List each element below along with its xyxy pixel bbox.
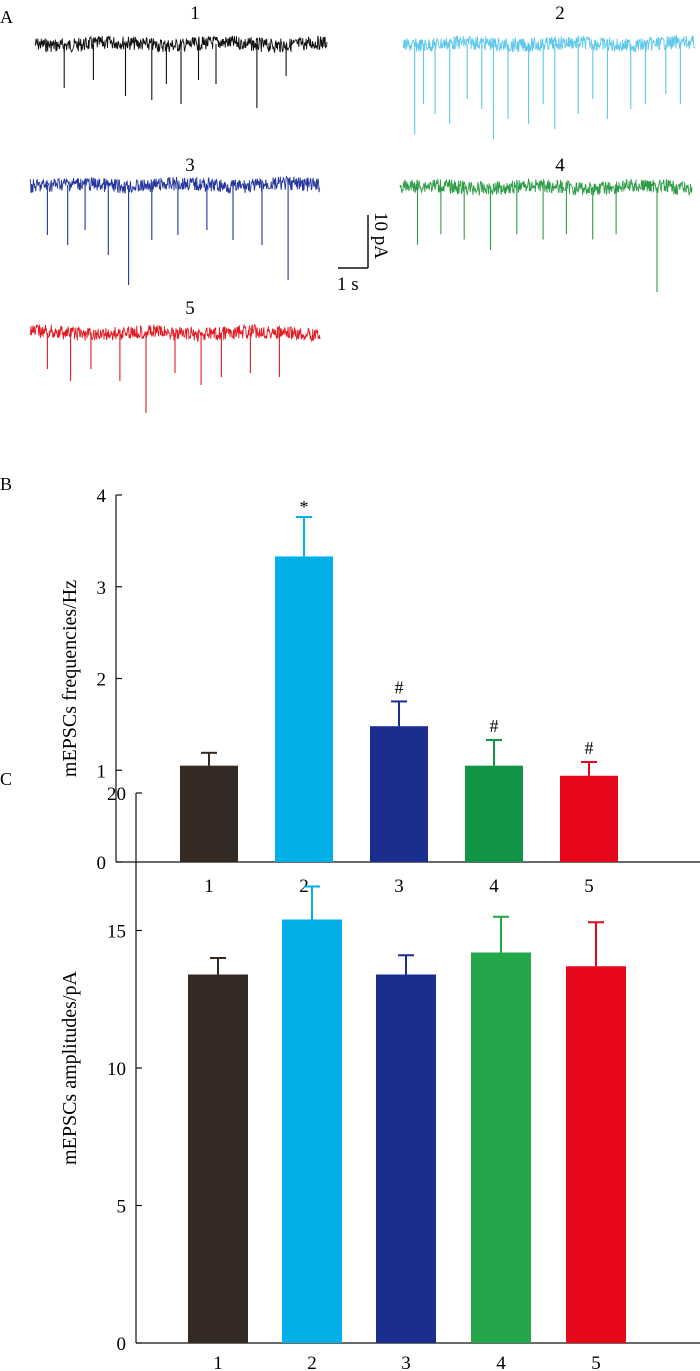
significance-marker: # (490, 716, 499, 736)
y-tick-label: 4 (97, 486, 107, 507)
trace-5: 5 (29, 298, 321, 413)
trace-baseline (29, 175, 321, 195)
scale-bar: 1 s 10 pA (337, 212, 391, 295)
trace-3: 3 (29, 155, 321, 285)
y-tick-label: 1 (97, 761, 107, 782)
panel-letter-c: C (0, 769, 12, 789)
bar-3 (370, 726, 428, 862)
y-tick-label: 5 (117, 1197, 127, 1218)
bar-1 (180, 765, 238, 862)
x-tick-label: 2 (307, 1353, 317, 1371)
y-tick-label: 20 (107, 784, 126, 805)
scale-bar-current-label: 10 pA (370, 212, 391, 259)
significance-marker: # (585, 738, 594, 758)
trace-label: 2 (555, 3, 565, 24)
x-tick-label: 5 (591, 1353, 601, 1371)
trace-baseline (402, 35, 696, 53)
x-tick-label: 4 (496, 1353, 506, 1371)
x-tick-label: 1 (213, 1353, 223, 1371)
x-tick-label: 3 (394, 876, 404, 897)
trace-1: 1 (34, 3, 328, 108)
bar-3 (376, 974, 436, 1343)
bar-4 (465, 765, 523, 862)
bar-2 (282, 919, 342, 1343)
bar-5 (566, 966, 626, 1343)
y-tick-label: 0 (117, 1334, 127, 1355)
bar-5 (560, 775, 618, 862)
y-axis-title: mEPSCs amplitudes/pA (59, 970, 81, 1164)
significance-marker: # (395, 677, 404, 697)
y-tick-label: 3 (97, 578, 107, 599)
bar-4 (471, 952, 531, 1343)
y-tick-label: 0 (97, 853, 107, 874)
scale-bar-time-label: 1 s (337, 274, 359, 295)
y-tick-label: 15 (107, 922, 126, 943)
bar-1 (188, 974, 248, 1343)
y-axis-title: mEPSCs frequencies/Hz (59, 580, 81, 777)
trace-panel: 1 2 3 4 5 (29, 3, 696, 413)
x-tick-label: 5 (584, 876, 594, 897)
trace-4: 4 (399, 155, 693, 292)
significance-marker: * (300, 497, 309, 517)
y-tick-label: 2 (97, 670, 107, 691)
trace-label: 5 (185, 298, 195, 319)
panel-letter-a: A (0, 7, 13, 27)
trace-label: 1 (190, 3, 200, 24)
y-tick-label: 10 (107, 1059, 126, 1080)
panel-letter-b: B (0, 474, 12, 494)
bar-2 (275, 556, 333, 862)
trace-baseline (399, 177, 693, 197)
x-tick-label: 3 (401, 1353, 411, 1371)
x-tick-label: 4 (489, 876, 499, 897)
x-tick-label: 1 (204, 876, 214, 897)
trace-label: 3 (185, 155, 195, 176)
trace-label: 4 (555, 155, 565, 176)
trace-2: 2 (402, 3, 696, 139)
